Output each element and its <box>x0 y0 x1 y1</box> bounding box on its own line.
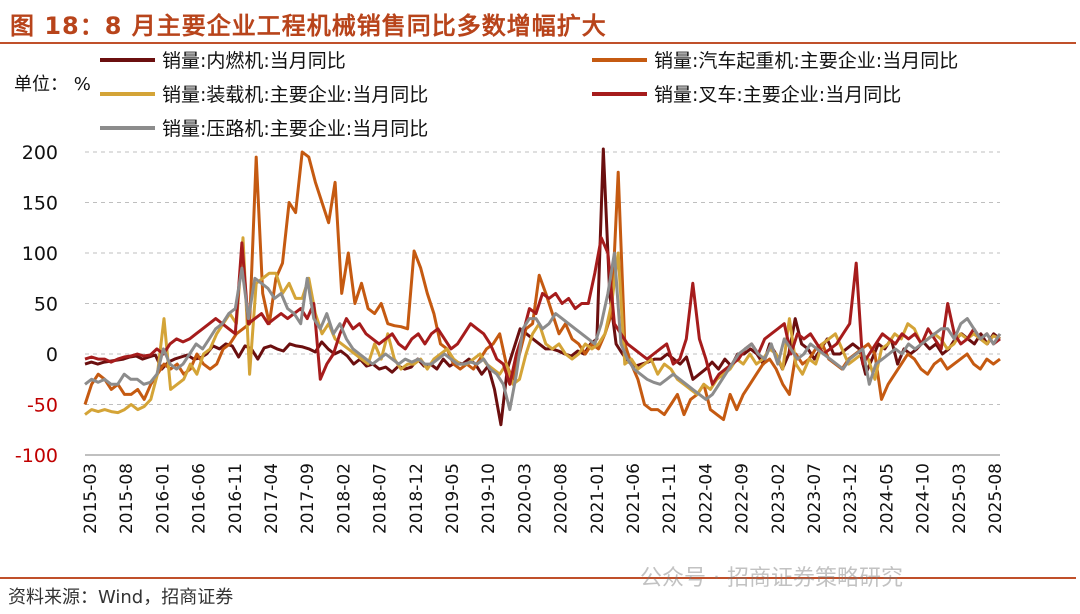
chart-title: 图 18：8 月主要企业工程机械销售同比多数增幅扩大 <box>10 12 607 40</box>
y-tick-label: 150 <box>22 193 58 215</box>
source-note: 资料来源：Wind，招商证券 <box>8 587 234 608</box>
y-tick-label: 0 <box>46 344 58 366</box>
legend-label: 销量:内燃机:当月同比 <box>162 50 346 72</box>
footer-divider <box>0 577 1076 579</box>
x-tick-label: 2018-12 <box>407 463 427 534</box>
x-tick-label: 2021-11 <box>660 463 680 534</box>
x-tick-label: 2016-01 <box>153 463 173 534</box>
x-tick-label: 2024-10 <box>914 463 934 534</box>
x-tick-label: 2015-03 <box>81 463 101 534</box>
x-tick-label: 2016-11 <box>226 463 246 534</box>
series-lines <box>83 147 1002 427</box>
legend-label: 销量:压路机:主要企业:当月同比 <box>162 118 428 140</box>
watermark: 公众号 · 招商证券策略研究 <box>640 566 903 591</box>
y-tick-label: -100 <box>15 445 58 467</box>
x-tick-label: 2017-09 <box>298 463 318 534</box>
y-axis-ticks: 200 150 100 50 0 -50 -100 <box>15 142 58 467</box>
x-tick-label: 2018-02 <box>334 463 354 534</box>
unit-label: 单位： % <box>14 74 91 95</box>
x-tick-label: 2018-07 <box>371 463 391 534</box>
x-tick-label: 2023-07 <box>805 463 825 534</box>
series-line-0 <box>84 147 1001 427</box>
legend-label: 销量:叉车:主要企业:当月同比 <box>654 84 901 106</box>
y-tick-label: 100 <box>22 243 58 265</box>
x-tick-label: 2023-02 <box>769 463 789 534</box>
x-tick-label: 2025-08 <box>986 463 1006 534</box>
series-line-3 <box>84 236 1001 386</box>
series-line-1 <box>83 150 1001 422</box>
x-tick-label: 2019-10 <box>479 463 499 534</box>
x-tick-label: 2020-08 <box>552 463 572 534</box>
series-line-4 <box>84 251 1002 412</box>
x-tick-label: 2021-01 <box>588 463 608 534</box>
gridlines <box>85 151 1000 456</box>
x-tick-label: 2022-09 <box>733 463 753 534</box>
x-tick-label: 2015-08 <box>117 463 137 534</box>
y-tick-label: -50 <box>27 395 58 417</box>
legend-label: 销量:装载机:主要企业:当月同比 <box>162 84 428 106</box>
legend: 销量:内燃机:当月同比 销量:汽车起重机:主要企业:当月同比销量:装载机:主要企业… <box>100 50 958 140</box>
x-tick-label: 2021-06 <box>624 463 644 534</box>
line-chart: 200 150 100 50 0 -50 -100 2015-03 2015-08 2016-0… <box>15 50 1006 534</box>
legend-label: 销量:汽车起重机:主要企业:当月同比 <box>654 50 958 72</box>
x-tick-label: 2020-03 <box>515 463 535 534</box>
y-tick-label: 50 <box>34 294 58 316</box>
x-tick-label: 2025-03 <box>950 463 970 534</box>
x-axis: 2015-03 2015-08 2016-01 2016-06 2016-11 2017-… <box>81 454 1006 534</box>
y-tick-label: 200 <box>22 142 58 164</box>
x-tick-label: 2016-06 <box>190 463 210 534</box>
x-tick-label: 2019-05 <box>443 463 463 534</box>
x-tick-label: 2022-04 <box>696 463 716 534</box>
x-tick-label: 2024-05 <box>877 463 897 534</box>
x-tick-label: 2023-12 <box>841 463 861 534</box>
title-divider <box>0 42 1076 44</box>
x-tick-label: 2017-04 <box>262 463 282 534</box>
